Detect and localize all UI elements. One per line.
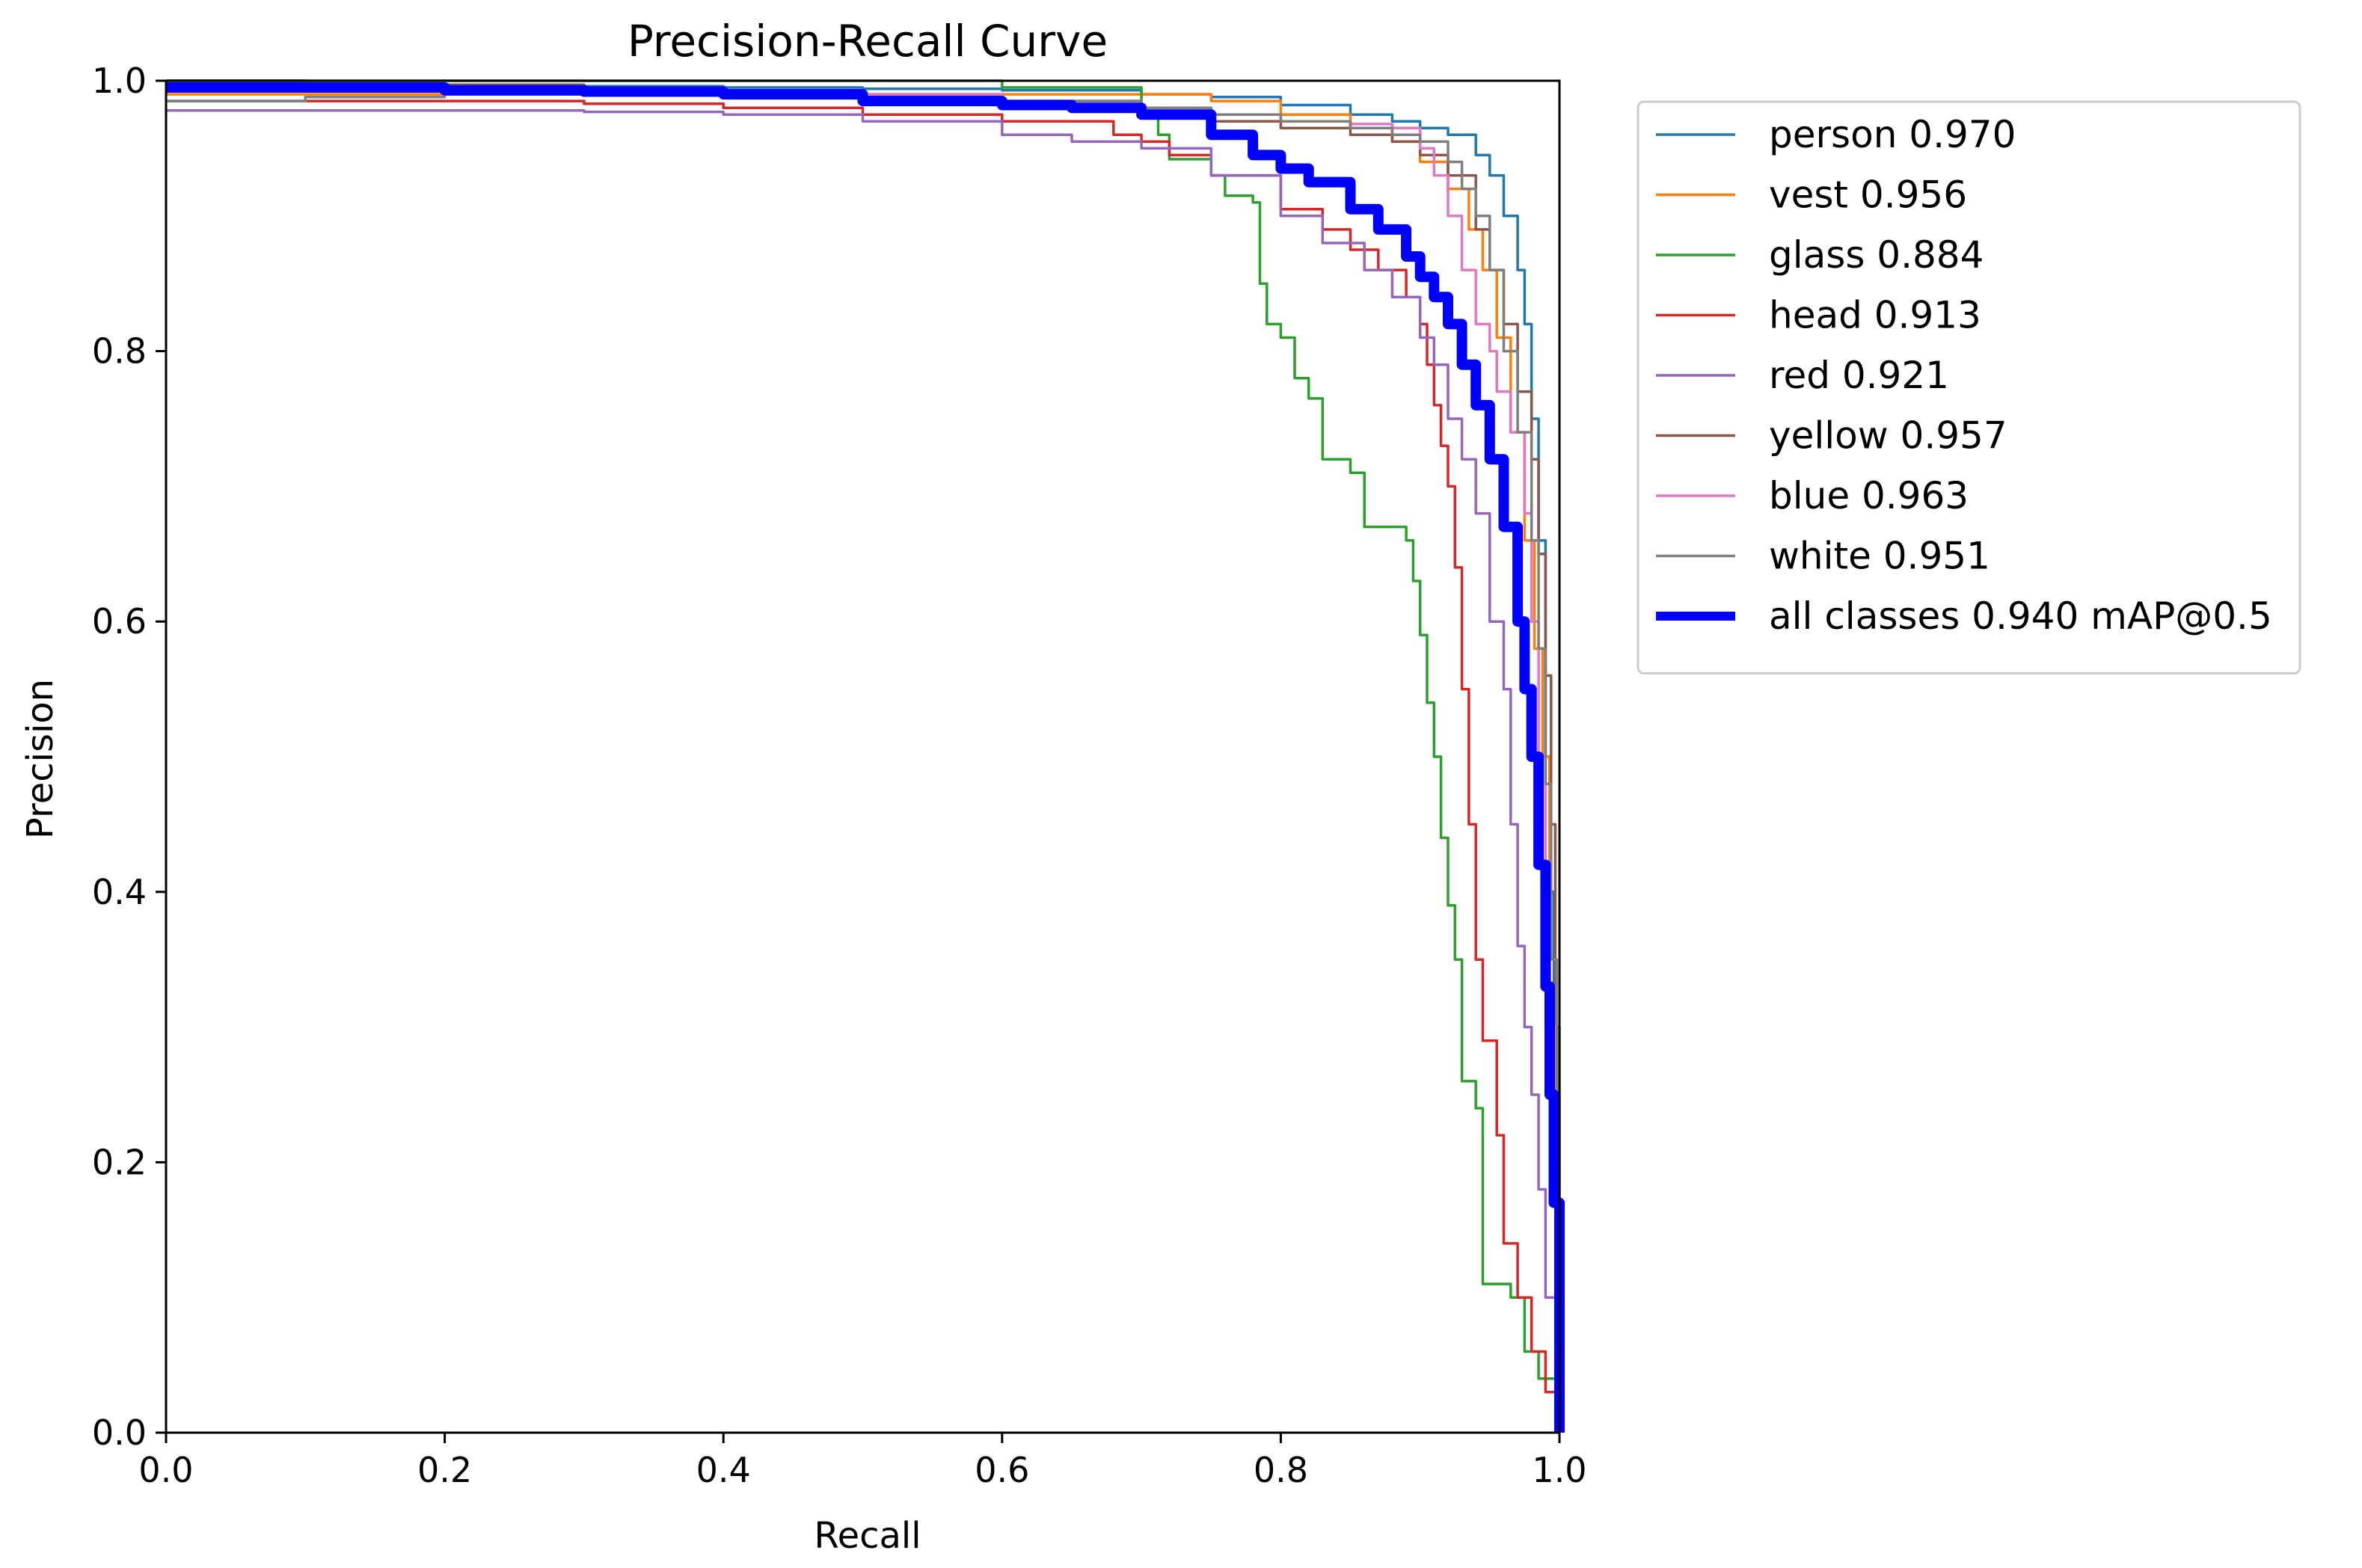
- y-tick-label: 0.4: [92, 872, 147, 912]
- series-lines: [166, 79, 1565, 1433]
- series-line-8: [166, 82, 1565, 1433]
- legend-box: [1636, 100, 2301, 674]
- legend: person 0.970 vest 0.956 glass 0.884 head 0.…: [1636, 100, 2301, 674]
- plot-area: [165, 79, 1565, 1434]
- y-tick-label: 0.8: [92, 331, 147, 372]
- x-tick-label: 1.0: [1532, 1450, 1586, 1490]
- series-line-1: [166, 93, 1561, 1433]
- x-tick-label: 0.0: [138, 1450, 193, 1490]
- x-tick-label: 0.2: [417, 1450, 472, 1490]
- legend-label: red 0.921: [1769, 354, 1949, 397]
- y-axis: 0.0 0.2 0.4 0.6 0.8 1.0: [92, 61, 166, 1453]
- chart-title: Precision-Recall Curve: [628, 16, 1108, 67]
- plot-frame: [165, 79, 1561, 1434]
- series-line-4: [166, 109, 1561, 1433]
- y-tick-label: 0.0: [92, 1412, 147, 1453]
- x-axis-label: Recall: [814, 1515, 921, 1557]
- legend-label: person 0.970: [1769, 113, 2016, 156]
- series-line-6: [166, 86, 1561, 1433]
- legend-label: glass 0.884: [1769, 233, 1984, 277]
- x-tick-label: 0.4: [696, 1450, 751, 1490]
- series-line-2: [166, 79, 1561, 1433]
- y-axis-label: Precision: [19, 679, 61, 839]
- legend-label: all classes 0.940 mAP@0.5: [1769, 594, 2272, 638]
- x-axis: 0.0 0.2 0.4 0.6 0.8 1.0: [138, 1433, 1587, 1490]
- legend-label: yellow 0.957: [1769, 414, 2007, 458]
- x-tick-label: 0.8: [1254, 1450, 1308, 1490]
- legend-label: white 0.951: [1769, 535, 1990, 578]
- legend-label: vest 0.956: [1769, 173, 1967, 217]
- y-tick-label: 0.6: [92, 601, 147, 642]
- y-tick-label: 0.2: [92, 1142, 147, 1182]
- legend-label: head 0.913: [1769, 294, 1981, 337]
- legend-label: blue 0.963: [1769, 474, 1969, 517]
- y-tick-label: 1.0: [92, 61, 147, 101]
- x-tick-label: 0.6: [975, 1450, 1029, 1490]
